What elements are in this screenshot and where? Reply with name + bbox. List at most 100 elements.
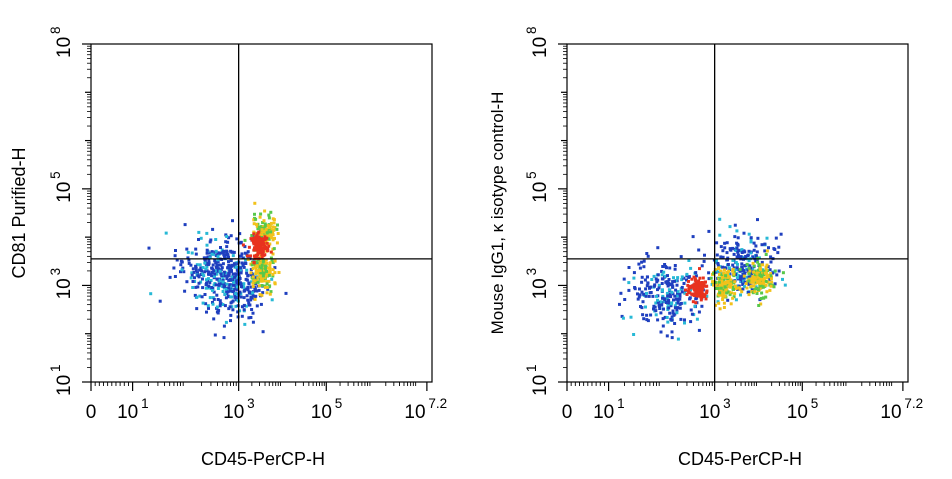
event-dot bbox=[228, 278, 232, 282]
event-dot bbox=[726, 258, 729, 262]
event-dot bbox=[259, 247, 263, 250]
event-dot bbox=[189, 263, 193, 267]
event-dot bbox=[723, 241, 727, 245]
event-dot bbox=[715, 253, 719, 257]
event-dot bbox=[252, 261, 256, 265]
event-dot bbox=[750, 269, 754, 273]
event-dot bbox=[666, 274, 669, 278]
event-dot bbox=[731, 258, 735, 262]
y-tick-base: 10 bbox=[54, 375, 75, 396]
event-dot bbox=[241, 243, 245, 247]
event-dot bbox=[267, 279, 271, 283]
x-axis-ticks bbox=[566, 382, 904, 391]
event-dot bbox=[721, 293, 725, 296]
event-dot bbox=[257, 284, 261, 288]
event-dot bbox=[186, 250, 190, 254]
event-dot bbox=[265, 234, 269, 238]
event-dot bbox=[209, 272, 213, 276]
event-dot bbox=[734, 249, 738, 252]
event-dot bbox=[756, 260, 760, 264]
event-dot bbox=[670, 336, 674, 340]
event-dot bbox=[238, 269, 242, 273]
event-dot bbox=[618, 302, 621, 306]
event-dot bbox=[260, 284, 264, 287]
y-tick-exponent: 1 bbox=[48, 364, 63, 372]
event-dot bbox=[768, 268, 772, 272]
event-dot bbox=[263, 222, 267, 226]
event-dot bbox=[728, 282, 732, 286]
event-dot bbox=[671, 292, 675, 296]
event-dot bbox=[149, 292, 153, 296]
event-dot bbox=[652, 307, 655, 311]
event-dot bbox=[218, 269, 222, 273]
x-tick-label: 10 5 bbox=[311, 396, 343, 423]
event-dot bbox=[687, 275, 691, 279]
event-dot bbox=[756, 236, 760, 240]
event-dot bbox=[735, 246, 739, 250]
event-dot bbox=[768, 277, 772, 281]
event-dot bbox=[238, 254, 241, 258]
event-dot bbox=[215, 277, 219, 281]
event-dot bbox=[680, 278, 684, 282]
event-dot bbox=[723, 268, 726, 272]
event-dot bbox=[691, 235, 695, 239]
event-dot bbox=[704, 297, 708, 301]
event-dot bbox=[212, 297, 216, 301]
event-dot bbox=[762, 273, 766, 277]
event-dot bbox=[247, 290, 251, 294]
event-dot bbox=[692, 275, 696, 279]
event-dot bbox=[661, 277, 665, 281]
event-dot bbox=[725, 291, 729, 295]
event-dot bbox=[215, 305, 219, 309]
event-dot bbox=[732, 272, 736, 276]
event-dot bbox=[715, 269, 719, 273]
event-dot bbox=[645, 284, 649, 288]
event-dot bbox=[226, 274, 230, 278]
event-dot bbox=[216, 287, 220, 290]
event-dot bbox=[221, 262, 225, 266]
event-dot bbox=[256, 276, 260, 280]
event-dot bbox=[212, 317, 216, 321]
event-dot bbox=[261, 242, 265, 246]
event-dot bbox=[258, 239, 262, 243]
event-dot bbox=[206, 277, 210, 281]
event-dot bbox=[202, 274, 206, 278]
x-axis-tick-labels: 0 10 1 10 3 10 5 10 7.2 bbox=[86, 396, 447, 423]
event-dot bbox=[742, 250, 745, 254]
event-dot bbox=[668, 292, 672, 296]
event-dot bbox=[644, 294, 648, 298]
event-dot bbox=[773, 269, 777, 273]
event-dot bbox=[265, 282, 269, 286]
event-dot bbox=[712, 283, 716, 287]
event-dot bbox=[750, 279, 754, 283]
event-dot bbox=[205, 269, 209, 273]
event-dot bbox=[206, 304, 210, 308]
event-dot bbox=[230, 263, 234, 267]
event-dot bbox=[636, 292, 639, 296]
event-dot bbox=[638, 293, 642, 297]
event-dot bbox=[651, 294, 655, 298]
event-dot bbox=[758, 273, 762, 277]
event-dot bbox=[211, 267, 215, 271]
event-dot bbox=[709, 276, 713, 280]
event-dot bbox=[783, 283, 787, 287]
event-dot bbox=[214, 261, 218, 265]
event-dot bbox=[242, 296, 246, 300]
event-dot bbox=[759, 277, 763, 281]
event-dot bbox=[271, 272, 275, 276]
event-dot bbox=[762, 282, 766, 286]
event-dot bbox=[749, 236, 753, 240]
event-dot bbox=[254, 272, 258, 276]
y-tick-base: 10 bbox=[530, 182, 551, 203]
event-dot bbox=[207, 272, 211, 276]
event-dot bbox=[669, 302, 673, 306]
event-dot bbox=[194, 285, 198, 289]
event-dot bbox=[261, 221, 265, 224]
event-dot bbox=[242, 265, 246, 269]
event-dot bbox=[249, 254, 252, 258]
event-dot bbox=[261, 246, 265, 250]
event-dot bbox=[726, 263, 730, 266]
event-dot bbox=[227, 272, 231, 276]
event-dot bbox=[214, 265, 218, 269]
